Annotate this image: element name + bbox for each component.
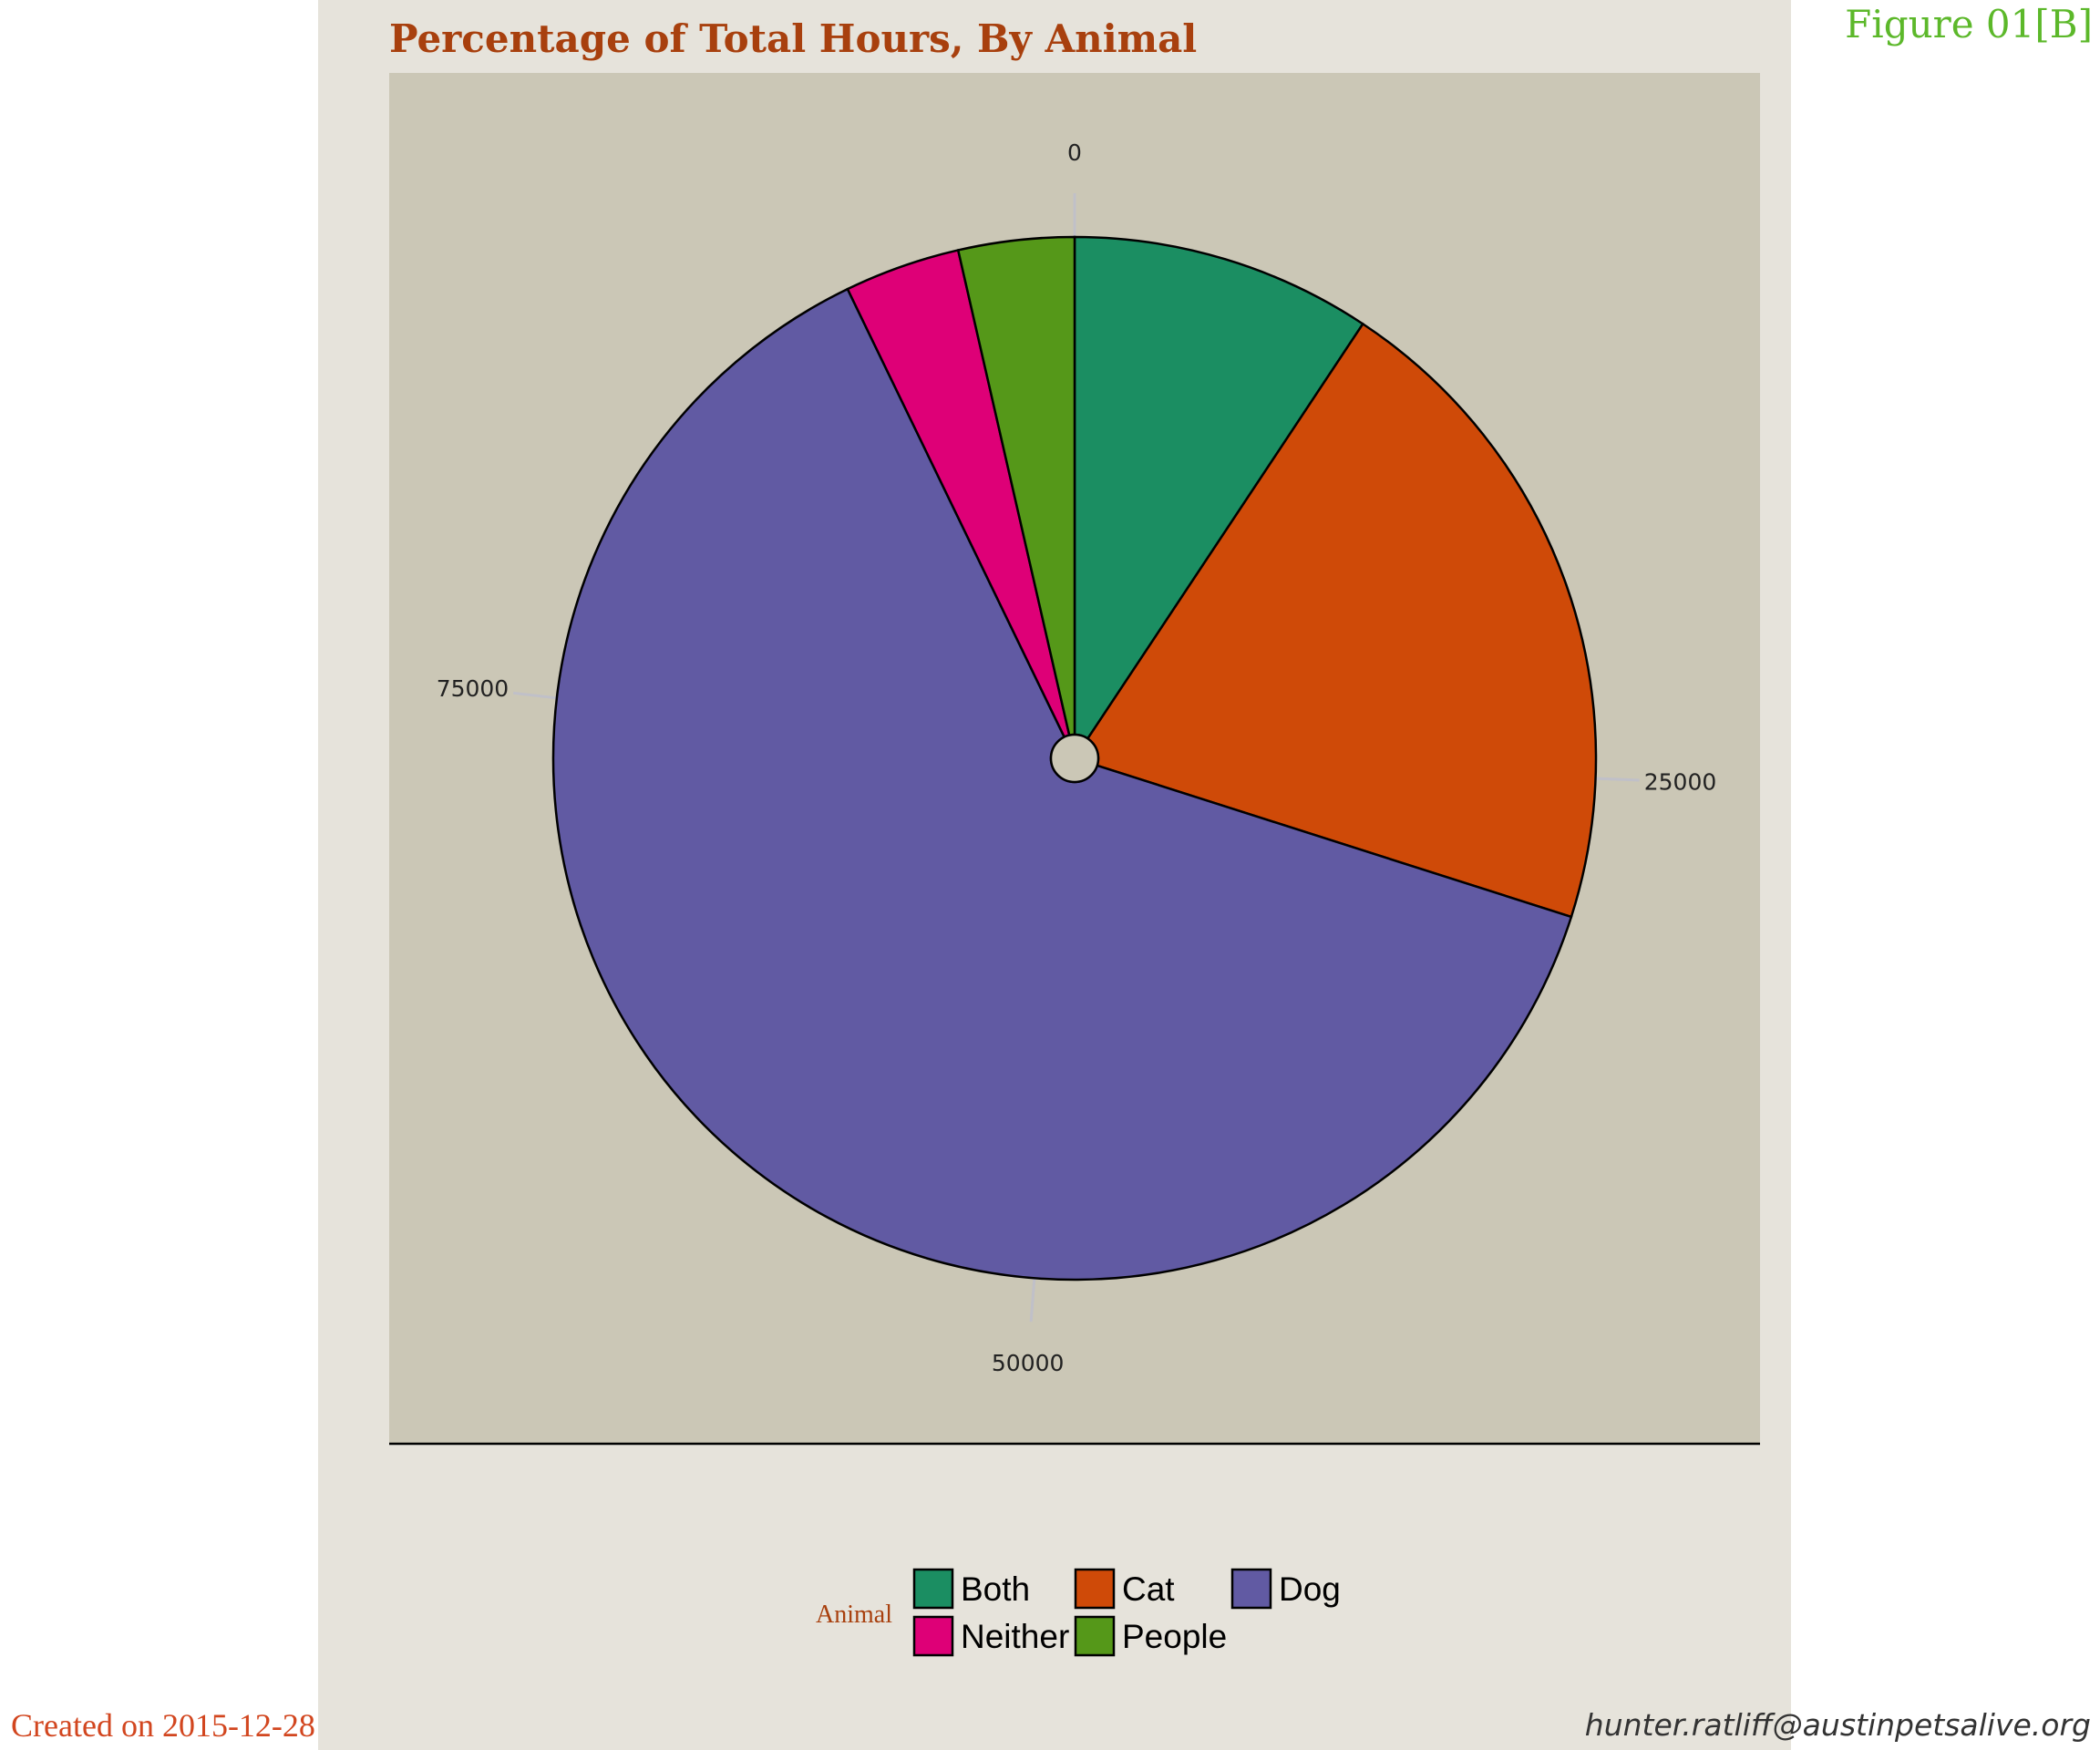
legend-label-people: People (1122, 1618, 1227, 1655)
chart-title: Percentage of Total Hours, By Animal (389, 16, 1198, 61)
legend-label-neither: Neither (961, 1618, 1069, 1655)
center-hole (1049, 733, 1100, 784)
figure-label: Figure 01[B] (1845, 2, 2093, 46)
legend-key-both (912, 1568, 954, 1610)
legend-key-neither (912, 1615, 954, 1657)
tick-label-75000: 75000 (437, 675, 510, 702)
legend-label-cat: Cat (1122, 1570, 1175, 1608)
legend-title: Animal (816, 1601, 892, 1629)
author-email: hunter.ratliff@austinpetsalive.org (1584, 1707, 2091, 1743)
tick-label-25000: 25000 (1644, 769, 1717, 796)
created-date: Created on 2015-12-28 (11, 1707, 315, 1744)
legend-key-dog (1230, 1568, 1272, 1610)
legend-key-people (1074, 1615, 1116, 1657)
legend-key-cat (1074, 1568, 1116, 1610)
tick-label-50000: 50000 (992, 1350, 1065, 1376)
tick-label-0: 0 (1067, 139, 1082, 166)
legend-label-both: Both (961, 1570, 1030, 1608)
legend-label-dog: Dog (1279, 1570, 1341, 1608)
